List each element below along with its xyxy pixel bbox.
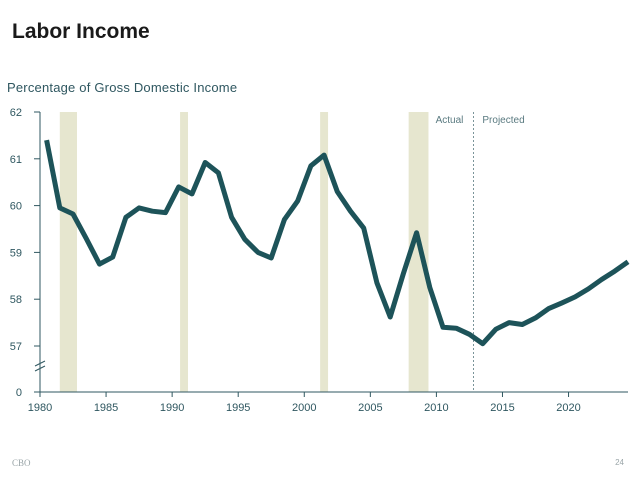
recession-band-4 (408, 112, 429, 392)
x-tick-label: 2010 (424, 402, 448, 414)
y-tick-label: 58 (10, 294, 22, 306)
x-tick-label: 2015 (490, 402, 514, 414)
x-tick-label: 1990 (160, 402, 184, 414)
x-tick-label: 1980 (28, 402, 52, 414)
x-tick-label: 2020 (556, 402, 580, 414)
y-tick-label: 57 (10, 341, 22, 353)
y-tick-label: 60 (10, 201, 22, 213)
recession-bands (59, 112, 429, 392)
recession-band-1 (59, 112, 77, 392)
y-axis-break-mark (34, 360, 46, 372)
recession-band-2 (180, 112, 188, 392)
x-tick-label: 1985 (94, 402, 118, 414)
y-tick-label: 61 (10, 154, 22, 166)
actual-label: Actual (436, 115, 464, 126)
y-tick-label: 62 (10, 107, 22, 119)
recession-band-3 (320, 112, 329, 392)
x-tick-label: 1995 (226, 402, 250, 414)
y-tick-label: 59 (10, 247, 22, 259)
chart-title: Percentage of Gross Domestic Income (7, 80, 238, 95)
x-tick-label: 2000 (292, 402, 316, 414)
chart-annotations: Actual Projected (436, 112, 525, 392)
projected-label: Projected (482, 115, 524, 126)
series-line (44, 139, 630, 347)
cbo-footer-logo: CBO (12, 458, 31, 468)
series-layer (44, 139, 630, 347)
slide-title: Labor Income (12, 20, 150, 43)
page-number: 24 (615, 458, 624, 467)
chart-axes: 0 57 58 59 60 61 62 1980 1985 1990 1995 2000 2005 201… (10, 107, 628, 414)
y-tick-label: 0 (16, 387, 22, 399)
x-tick-label: 2005 (358, 402, 382, 414)
